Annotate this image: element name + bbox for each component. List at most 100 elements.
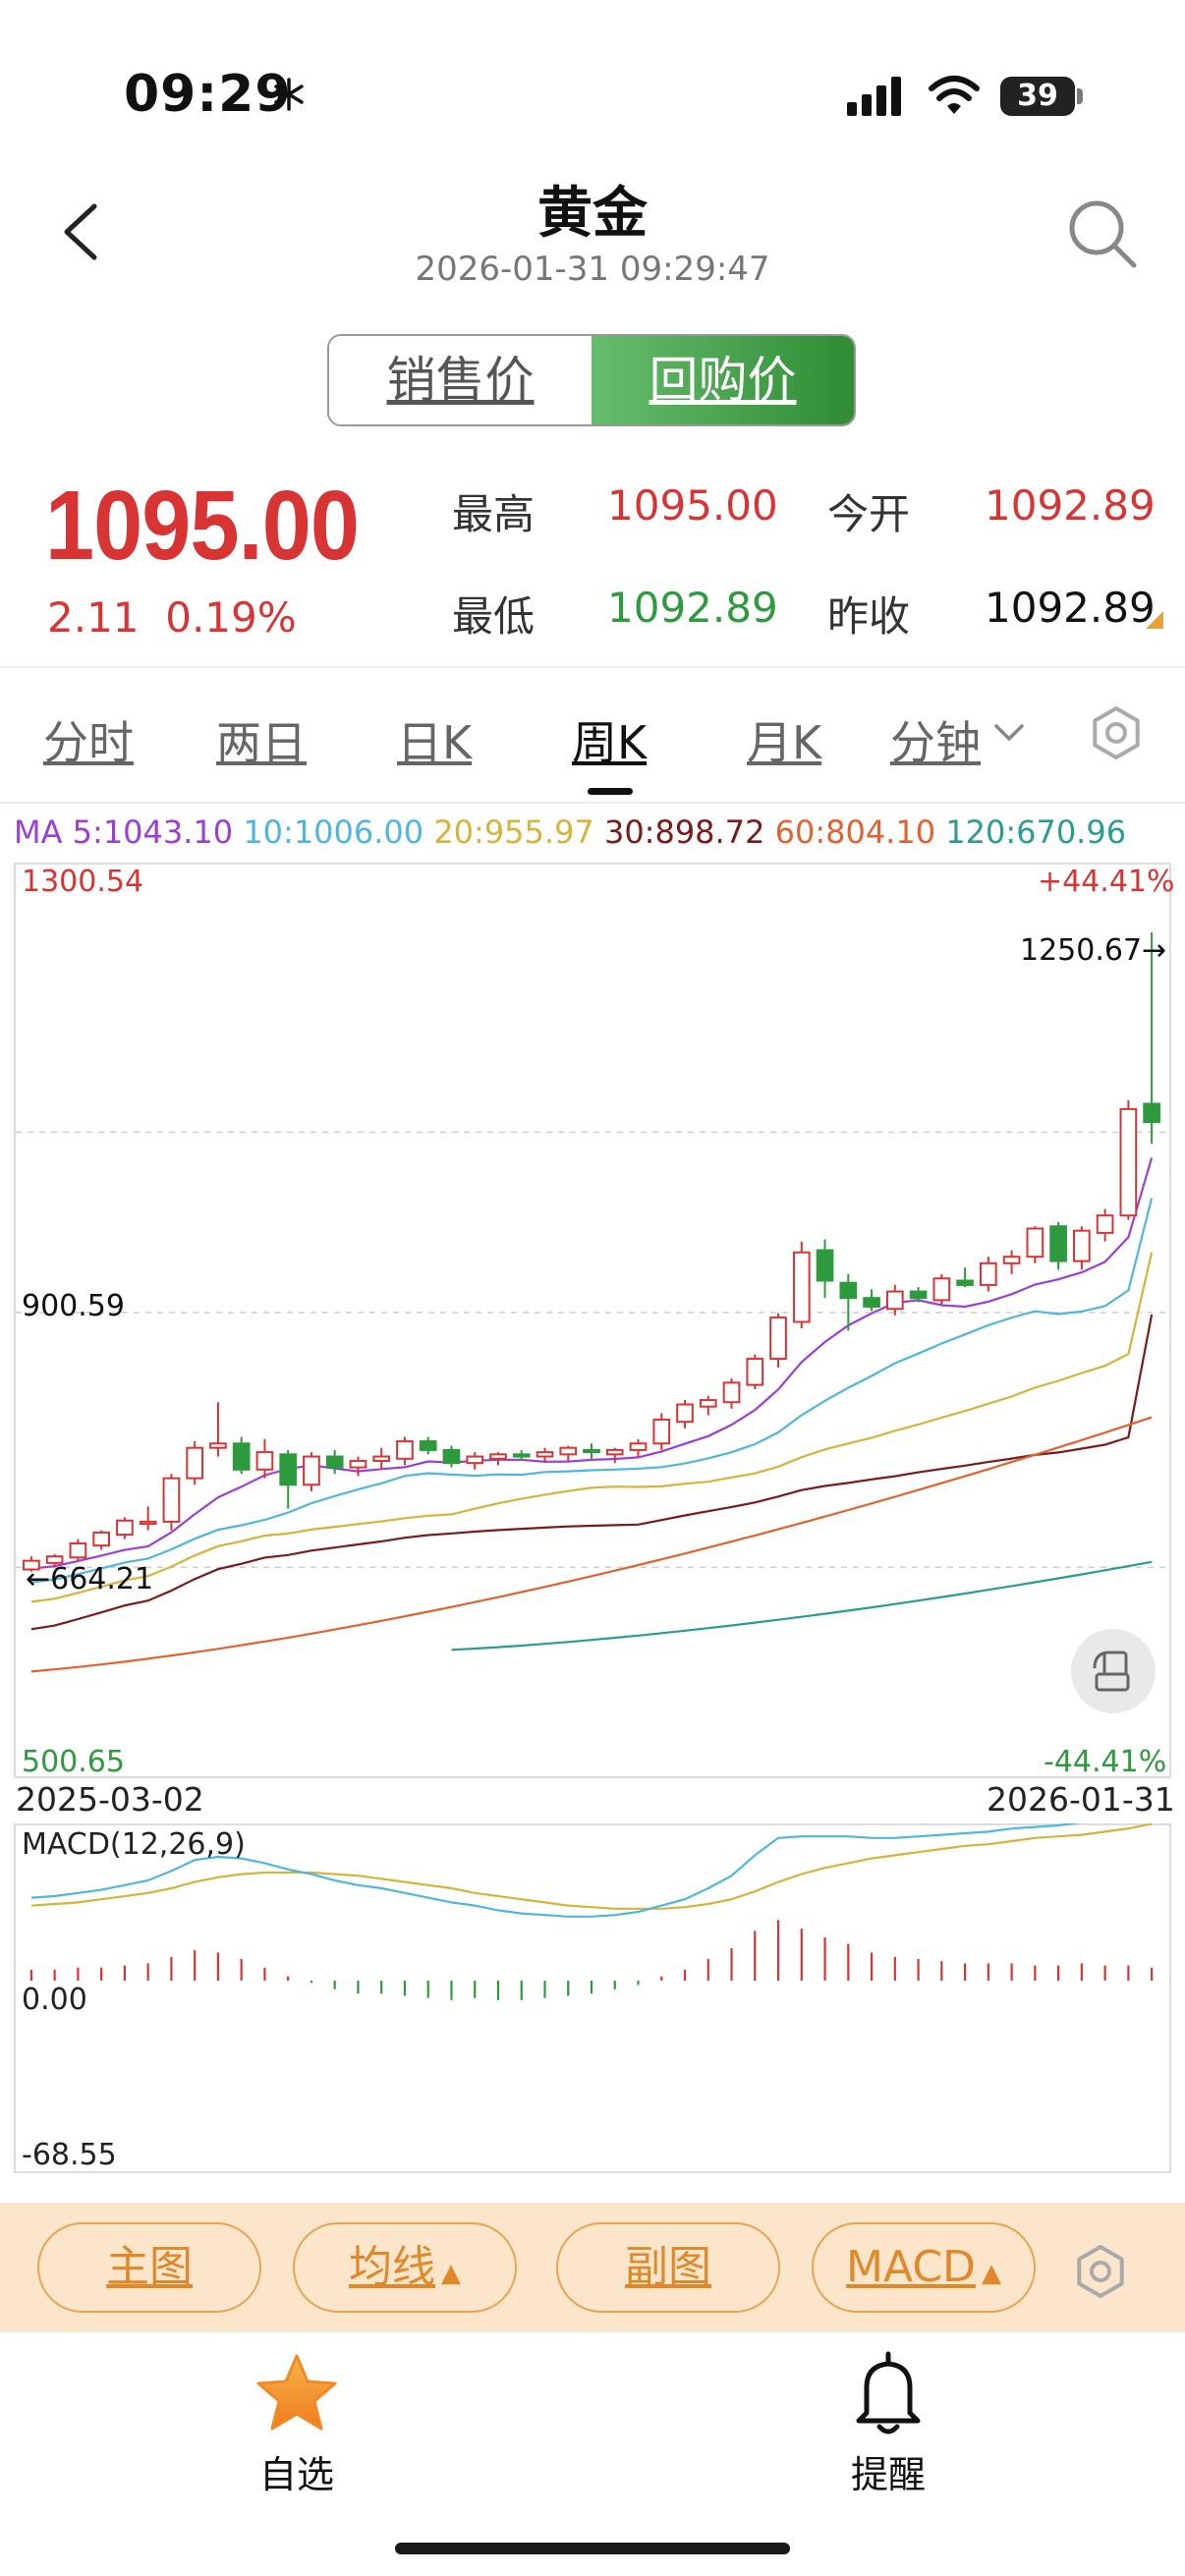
candle-body [23,1559,40,1571]
tab-alert[interactable]: 提醒 [850,2453,926,2496]
candle-body [1026,1227,1044,1259]
divider [0,666,1185,668]
candle-body [652,1418,671,1445]
ma-button[interactable]: 均线 ▲ [293,2222,517,2313]
candle-body [1073,1229,1091,1262]
tab-monthly-k[interactable]: 月K [747,716,822,769]
candle-body [92,1531,110,1547]
low-label: 最低 [452,592,536,641]
candle-body [746,1358,764,1386]
candle-body [839,1281,858,1300]
landscape-button[interactable] [1071,1629,1156,1713]
macd-chart-frame [14,1823,1171,2173]
battery-tip [1077,88,1083,104]
divider [0,802,1185,804]
candle-body [559,1446,578,1456]
high-marker: 1250.67→ [1020,933,1167,968]
candle-body [1119,1107,1138,1217]
search-icon[interactable] [1065,196,1140,271]
ma120-value: 120:670.96 [945,813,1127,851]
candle-body [676,1403,694,1424]
high-value: 1095.00 [607,481,778,530]
battery-icon: 39 [1000,77,1075,116]
candle-body [209,1442,227,1449]
candle-body [279,1453,298,1486]
macd-button[interactable]: MACD ▲ [812,2222,1036,2313]
candle-body [466,1455,484,1465]
candle-body [722,1381,741,1404]
sell-price-tab[interactable]: 销售价 [329,336,592,424]
home-indicator [395,2543,790,2554]
candle-body [162,1477,181,1523]
candle-body [1143,1102,1160,1124]
page-datetime: 2026-01-31 09:29:47 [415,250,770,289]
status-time: 09:29 [124,65,292,124]
snowflake-icon [274,78,304,111]
candle-body [372,1455,391,1462]
candle-body [116,1519,134,1537]
ma30-line [30,1314,1154,1631]
main-chart-button[interactable]: 主图 [37,2222,261,2313]
candle-body [816,1249,834,1282]
candle-body [325,1455,344,1469]
ma120-line [451,1560,1153,1652]
y-max-label: 1300.54 [22,865,144,899]
candle-body [536,1451,554,1458]
candle-body [512,1453,531,1458]
back-arrow-icon[interactable] [57,200,104,263]
ma60-value: 60:804.10 [774,813,936,851]
candle-body [792,1251,811,1323]
date-end-label: 2026-01-31 [987,1780,1175,1819]
tab-weekly-k[interactable]: 周K [572,716,648,769]
macd-title: MACD(12,26,9) [22,1827,246,1862]
price-type-toggle: 销售价 回购价 [327,334,856,426]
pct-top-label: +44.41% [1038,865,1175,899]
tab-two-day[interactable]: 两日 [216,716,307,769]
chevron-down-icon[interactable] [992,721,1026,745]
candle-body [1049,1225,1067,1262]
pct-bottom-label: -44.41% [1044,1745,1167,1779]
candle-body [1096,1214,1114,1234]
settings-gear-icon[interactable] [1089,705,1144,760]
ma30-value: 30:898.72 [603,813,765,851]
candle-body [769,1316,787,1361]
macd-dif-line [30,1823,1082,1918]
ma10-line [30,1198,1154,1584]
tab-intraday[interactable]: 分时 [43,716,134,769]
sub-chart-button[interactable]: 副图 [556,2222,780,2313]
ma20-line [30,1252,1154,1603]
high-label: 最高 [452,490,536,538]
candle-body [583,1448,600,1454]
y-min-label: 500.65 [22,1745,125,1779]
candle-body [255,1451,274,1471]
candle-body [45,1555,64,1564]
macd-zero-label: 0.00 [22,1983,87,2017]
ma20-value: 20:955.97 [433,813,594,851]
corner-triangle-icon [1146,611,1163,629]
caret-up-icon: ▲ [981,2259,1001,2288]
macd-dea-line [30,1823,1153,1910]
macd-chart[interactable] [14,1823,1171,2173]
candle-body [932,1277,951,1302]
active-tab-indicator [588,788,633,795]
candle-body [979,1261,997,1286]
candle-body [489,1453,507,1460]
ma5-value: 5:1043.10 [72,813,234,851]
macd-min-label: -68.55 [22,2138,117,2172]
tab-daily-k[interactable]: 日K [397,716,473,769]
candle-body [442,1448,461,1465]
bell-icon[interactable] [847,2350,930,2438]
kline-chart[interactable] [14,863,1171,1778]
ma5-line [30,1157,1154,1570]
tab-minute[interactable]: 分钟 [890,716,981,769]
candle-body [396,1440,414,1460]
star-icon[interactable] [255,2352,338,2435]
candle-body [303,1455,320,1486]
toolbar-settings-icon[interactable] [1073,2244,1128,2299]
low-value: 1092.89 [607,584,778,632]
candle-body [909,1290,928,1300]
tab-watchlist[interactable]: 自选 [258,2453,334,2496]
buyback-price-tab[interactable]: 回购价 [592,336,854,424]
ma-prefix: MA [14,813,63,851]
ma-legend: MA 5:1043.10 10:1006.00 20:955.97 30:898… [14,813,1126,851]
